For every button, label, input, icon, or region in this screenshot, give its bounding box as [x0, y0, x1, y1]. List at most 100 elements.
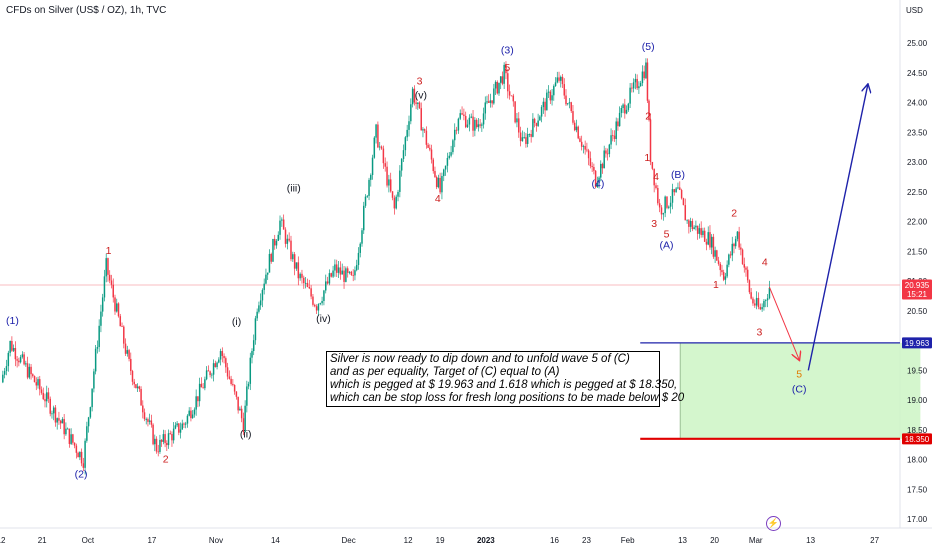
candle-body: [736, 231, 739, 239]
candle-body: [89, 407, 92, 418]
candle-body: [32, 374, 34, 377]
candle-body: [532, 118, 534, 137]
candle-body: [171, 434, 173, 441]
candle-body: [301, 273, 303, 278]
candle-body: [281, 219, 283, 221]
candle-body: [382, 148, 385, 164]
candle-body: [763, 300, 765, 308]
candle-body: [323, 290, 325, 301]
x-tick-label: Dec: [342, 536, 356, 545]
candle-body: [444, 165, 447, 170]
candle-body: [573, 122, 576, 131]
candle-body: [575, 126, 578, 131]
note-line-1: Silver is now ready to dip down and to u…: [330, 353, 630, 365]
candle-body: [191, 414, 194, 419]
lightning-icon[interactable]: ⚡: [766, 516, 781, 531]
candle-body: [304, 282, 307, 284]
candle-body: [680, 190, 683, 199]
candle-body: [636, 78, 638, 89]
candle-body: [226, 367, 229, 377]
candle-body: [26, 363, 29, 378]
candle-body: [235, 391, 238, 397]
note-line-3: which is pegged at $ 19.963 and 1.618 wh…: [330, 379, 678, 391]
candle-body: [561, 76, 564, 85]
candle-body: [508, 91, 511, 96]
candle-body: [314, 304, 316, 307]
stop-price-badge: [902, 433, 932, 445]
candle-body: [219, 351, 222, 360]
candle-body: [105, 258, 107, 277]
candle-body: [468, 117, 471, 125]
candle-body: [242, 418, 245, 433]
candle-body: [429, 147, 431, 150]
candle-body: [174, 425, 177, 429]
x-tick-label: 13: [806, 536, 815, 545]
candle-body: [503, 64, 505, 84]
candle-body: [459, 113, 461, 119]
candle-body: [391, 191, 394, 198]
candle-body: [103, 276, 106, 298]
candle-body: [339, 267, 342, 275]
candle-body: [410, 104, 412, 122]
y-tick-label: 19.50: [907, 366, 928, 375]
candle-body: [627, 103, 630, 110]
wave-label: (5): [642, 41, 655, 53]
candle-body: [56, 418, 58, 423]
candle-body: [617, 121, 619, 127]
candle-body: [317, 304, 320, 311]
wave-label: (4): [591, 178, 604, 190]
candle-body: [645, 62, 647, 79]
candle-body: [491, 100, 493, 104]
candle-body: [572, 111, 574, 123]
candle-body: [35, 382, 38, 386]
time-axis: 12 21 Oct 17 Nov 14 Dec 12 19 2023 16 23 Feb 13 20 Mar 1…: [0, 536, 880, 545]
x-tick-label: 20: [710, 536, 719, 545]
candle-body: [44, 399, 46, 402]
wave-label: 1: [644, 152, 650, 164]
candle-body: [209, 371, 211, 376]
candle-body: [218, 359, 220, 363]
candle-body: [143, 412, 146, 420]
candle-body: [18, 360, 20, 363]
candle-body: [632, 82, 635, 89]
wave-label: (ii): [240, 428, 252, 440]
candle-body: [389, 179, 392, 192]
candle-body: [94, 348, 97, 372]
candle-body: [162, 434, 165, 442]
candle-body: [395, 196, 397, 209]
candle-body: [757, 297, 760, 308]
candle-body: [411, 88, 414, 105]
candle-body: [11, 341, 13, 351]
candle-body: [733, 243, 735, 247]
candle-body: [582, 146, 585, 147]
candle-body: [724, 276, 727, 280]
candle-body: [729, 254, 732, 256]
candle-body: [743, 264, 746, 268]
candle-body: [463, 114, 465, 116]
candle-body: [159, 439, 161, 452]
candle-body: [435, 176, 438, 188]
wave-label: 2: [731, 208, 737, 220]
y-tick-label: 24.00: [907, 99, 928, 108]
candle-body: [315, 306, 318, 311]
candle-body: [368, 179, 370, 196]
candle-body: [135, 384, 137, 389]
candle-body: [169, 433, 171, 435]
candle-body: [540, 107, 543, 117]
candle-body: [12, 348, 15, 351]
candle-body: [477, 124, 480, 128]
candle-body: [66, 428, 69, 430]
candle-body: [65, 428, 67, 435]
candle-body: [455, 129, 458, 131]
candle-body: [603, 150, 605, 169]
candle-body: [489, 100, 492, 103]
candle-body: [54, 407, 57, 423]
candle-body: [441, 176, 443, 193]
candle-body: [631, 87, 633, 89]
candle-body: [176, 423, 178, 426]
candle-body: [59, 420, 62, 424]
candle-body: [484, 102, 487, 114]
wave-label: 5: [796, 368, 802, 380]
wave-label: (B): [671, 169, 685, 181]
